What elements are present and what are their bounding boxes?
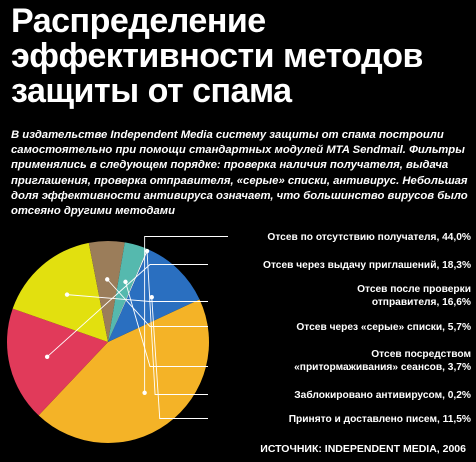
pie-slice-7: [108, 249, 200, 342]
slice-label-2: Отсев через выдачу приглашений, 18,3%: [263, 260, 471, 271]
slice-label-5: Отсев посредством «притормаживания» сеанс…: [294, 349, 471, 373]
source-credit: ИСТОЧНИК: INDEPENDENT MEDIA, 2006: [260, 443, 466, 455]
title-line-3: защиты от спама: [11, 72, 292, 110]
slice-label-1: Отсев по отсутствию получателя, 44,0%: [267, 232, 471, 243]
title-line-1: Распределение: [11, 2, 266, 40]
leader-line-4: [106, 279, 208, 327]
leader-dot-7: [149, 294, 154, 300]
leader-line-2: [46, 264, 208, 358]
chart-title: Распределение эффективности методов защи…: [11, 4, 471, 109]
pie-slice-4: [88, 241, 125, 342]
slice-label-6: Заблокировано антивирусом, 0,2%: [294, 389, 471, 401]
leader-line-1: [144, 236, 228, 393]
pie-slice-2: [6, 308, 109, 416]
intro-text: В издательстве Independent Media систему…: [11, 129, 468, 218]
leader-line-5: [125, 281, 208, 367]
slice-label-3: Отсев после проверки отправителя, 16,6%: [357, 284, 471, 308]
pie-slice-3: [12, 242, 108, 342]
slice-label-7: Принято и доставлено писем, 11,5%: [289, 414, 471, 425]
pie-slice-5: [108, 242, 148, 342]
leader-line-7: [151, 297, 208, 419]
pie-slice-1: [38, 299, 210, 443]
slice-label-4: Отсев через «серые» списки, 5,7%: [296, 322, 471, 333]
title-line-2: эффективности методов: [11, 37, 423, 75]
pie-slice-6: [108, 248, 149, 342]
leader-line-6: [146, 251, 208, 395]
